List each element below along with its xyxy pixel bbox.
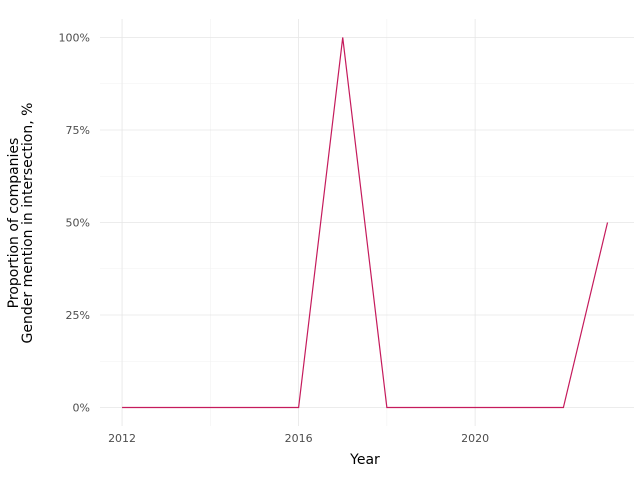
- x-tick-label: 2012: [108, 432, 136, 445]
- major-grid: [100, 19, 634, 426]
- y-axis-ticks: 0% 25% 50% 75% 100%: [59, 32, 90, 415]
- x-tick-label: 2016: [285, 432, 313, 445]
- y-tick-label: 100%: [59, 32, 90, 45]
- y-tick-label: 50%: [66, 217, 90, 230]
- series-line: [122, 37, 609, 409]
- y-axis-title-line-1: Proportion of companies: [6, 138, 22, 309]
- y-tick-label: 0%: [73, 402, 90, 415]
- y-axis-title-line-2: Gender mention in intersection, %: [20, 103, 36, 344]
- y-tick-label: 25%: [66, 309, 90, 322]
- y-tick-label: 75%: [66, 124, 90, 137]
- x-axis-ticks: 2012 2016 2020: [108, 432, 489, 445]
- x-tick-label: 2020: [461, 432, 489, 445]
- series-layer: [122, 37, 609, 409]
- x-axis-title: Year: [349, 452, 380, 468]
